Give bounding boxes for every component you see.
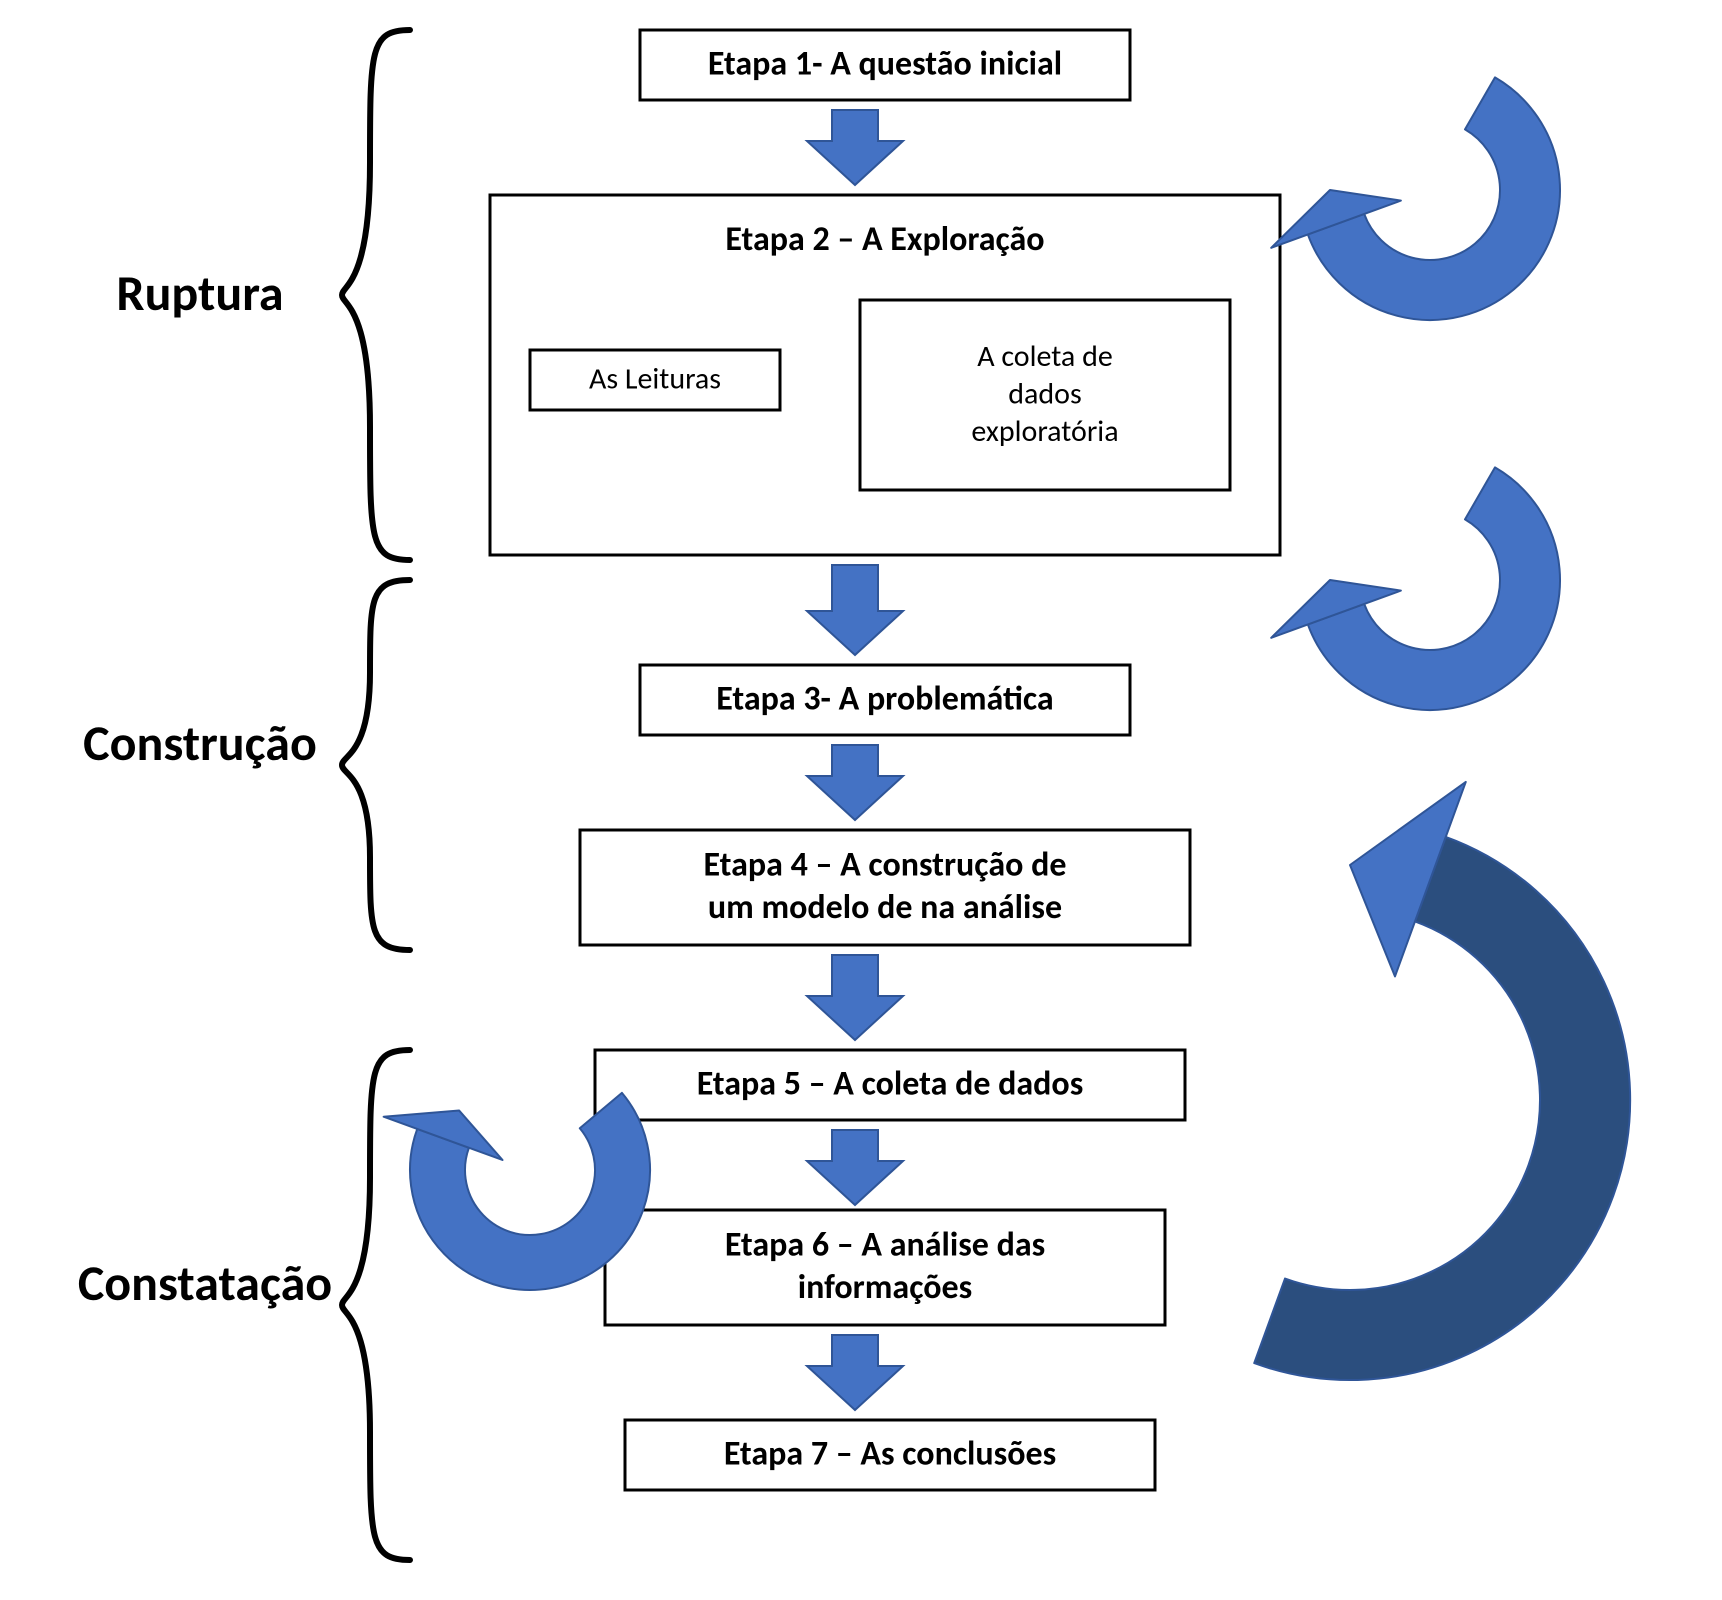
down-arrow (807, 955, 903, 1040)
etapa5-text: Etapa 5 – A coleta de dados (697, 1063, 1084, 1104)
down-arrow (807, 1335, 903, 1410)
etapa4-text: um modelo de na análise (708, 887, 1062, 928)
down-arrow (807, 1130, 903, 1205)
etapa6-text: Etapa 6 – A análise das (725, 1225, 1045, 1266)
phase-label-ruptura: Ruptura (116, 263, 283, 324)
down-arrow (807, 745, 903, 820)
etapa2-sub2-text: dados (1008, 375, 1081, 412)
etapa2-sub2-text: A coleta de (977, 338, 1113, 375)
etapa3-text: Etapa 3- A problemática (716, 678, 1053, 719)
curved-arrow-c3_large (1254, 837, 1630, 1380)
etapa2-title: Etapa 2 – A Exploração (725, 219, 1044, 260)
phase-label-construcao: Construção (83, 713, 317, 774)
etapa2-sub2-text: exploratória (971, 413, 1118, 450)
phase-label-constatacao: Constatação (78, 1253, 332, 1314)
etapa2-sub1-text: As Leituras (589, 360, 721, 397)
etapa1-text: Etapa 1- A questão inicial (708, 43, 1062, 84)
etapa6-text: informações (798, 1267, 972, 1308)
brace (342, 580, 410, 950)
down-arrow (807, 110, 903, 185)
etapa7-text: Etapa 7 – As conclusões (724, 1433, 1056, 1474)
brace (342, 1050, 410, 1560)
brace (342, 30, 410, 560)
etapa4-text: Etapa 4 – A construção de (704, 845, 1067, 886)
down-arrow (807, 565, 903, 655)
